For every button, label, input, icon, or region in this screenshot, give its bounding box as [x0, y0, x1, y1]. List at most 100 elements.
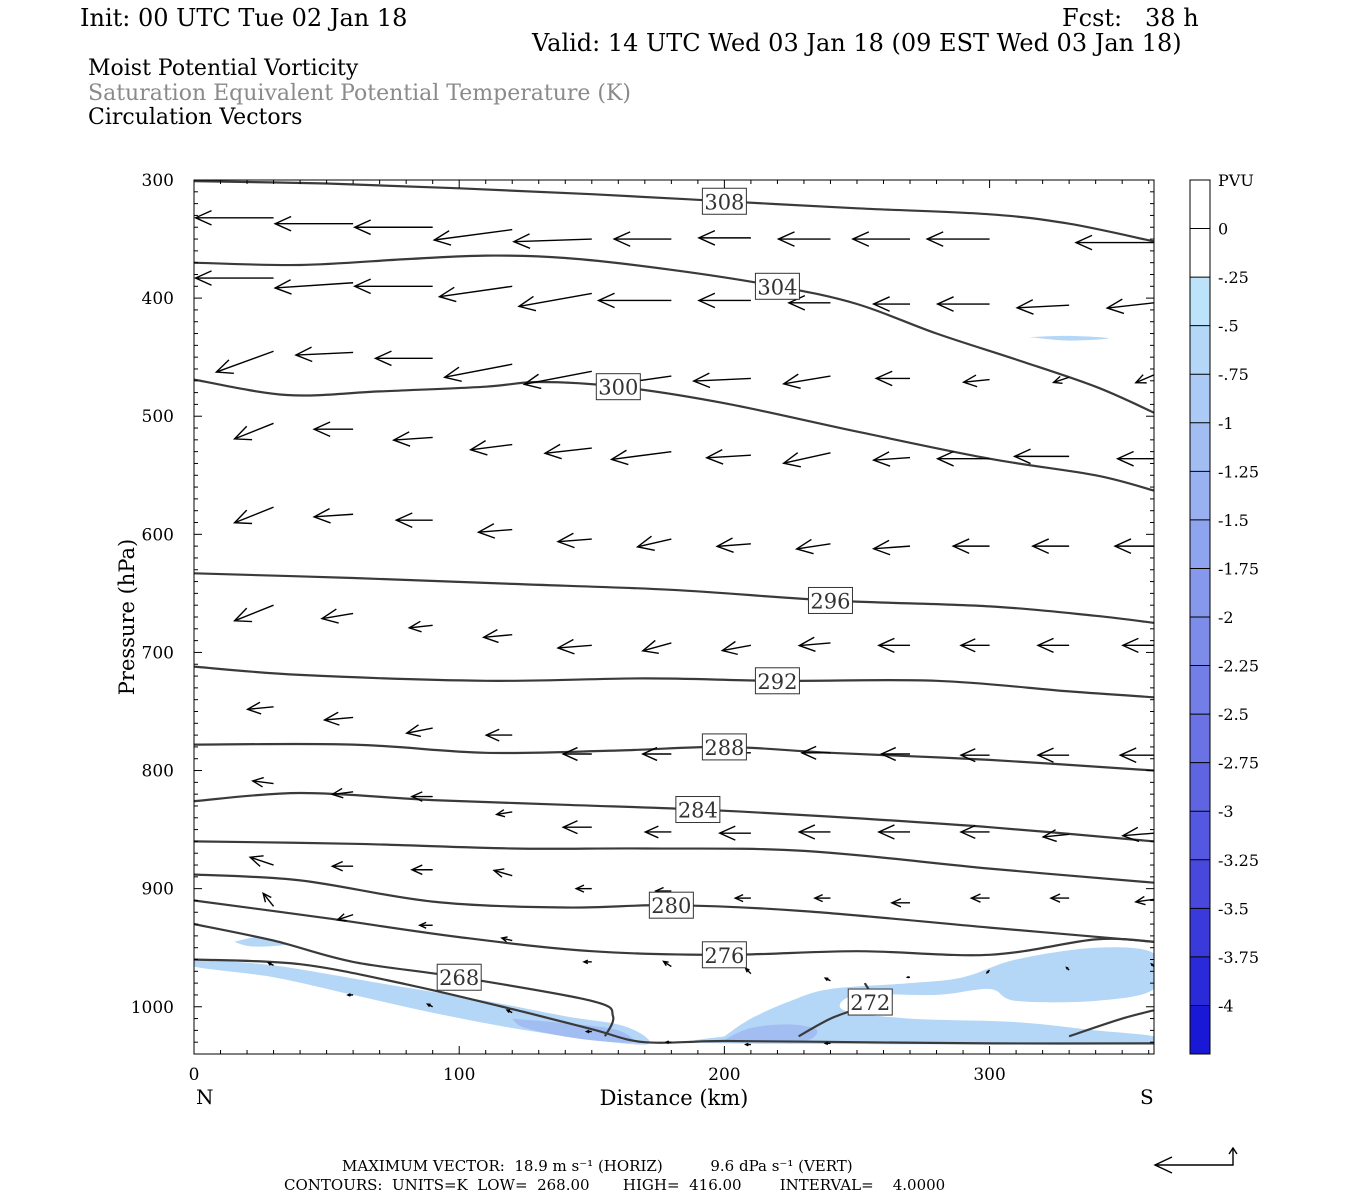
pv-region [692, 947, 1154, 1045]
circulation-vector [391, 431, 433, 447]
circulation-vector [476, 523, 513, 539]
circulation-vector [330, 787, 354, 799]
circulation-vector [582, 959, 592, 965]
circulation-vector [266, 962, 274, 967]
circulation-vector [720, 640, 752, 656]
colorbar-level-label: -3.5 [1218, 899, 1249, 918]
max-vector-horiz: 18.9 m s⁻¹ (HORIZ) [514, 1157, 663, 1175]
contour-label-text: 268 [439, 966, 479, 990]
circulation-vector [1134, 895, 1154, 906]
colorbar-level-label: -1 [1218, 414, 1234, 433]
circulation-vector [813, 893, 831, 903]
circulation-vector [522, 370, 592, 390]
circulation-vector [1121, 637, 1154, 654]
circulation-vector [407, 620, 433, 633]
y-tick-label: 1000 [131, 998, 174, 1018]
circulation-vector [877, 824, 911, 840]
circulation-vector [584, 1029, 592, 1034]
circulation-vector [251, 776, 274, 788]
circulation-vector [335, 913, 354, 922]
circulation-vector [797, 636, 831, 652]
circulation-vector [312, 421, 354, 438]
x-axis-title: Distance (km) [600, 1086, 749, 1110]
circulation-vector [794, 538, 831, 555]
circulation-vector [692, 372, 751, 389]
circulation-vector [214, 350, 274, 375]
colorbar-swatch [1190, 617, 1210, 666]
circulation-vector [481, 628, 513, 644]
contour-label-text: 292 [757, 670, 797, 694]
colorbar-level-label: -3.25 [1218, 851, 1259, 870]
circulation-vector [635, 535, 672, 551]
circulation-vector [1121, 826, 1154, 843]
circulation-vector [574, 884, 592, 893]
circulation-vector [951, 538, 990, 554]
circulation-vector [874, 370, 911, 387]
circulation-vector [718, 825, 751, 841]
circulation-vector [1105, 298, 1154, 315]
circulation-vector [517, 292, 592, 312]
circulation-vector [643, 825, 672, 839]
circulation-vector [662, 960, 672, 968]
title-theta-es: Saturation Equivalent Potential Temperat… [88, 81, 631, 106]
circulation-vector [961, 374, 990, 388]
y-tick-label: 300 [142, 171, 174, 191]
circulation-vector [1015, 299, 1070, 315]
colorbar-level-label: -.25 [1218, 268, 1249, 287]
circulation-vector [394, 512, 433, 528]
colorbar-swatch [1190, 277, 1210, 326]
circulation-vector [505, 1009, 513, 1014]
circulation-vector [1051, 375, 1070, 385]
circulation-vector [320, 608, 354, 624]
colorbar-level-label: -2.25 [1218, 657, 1259, 676]
circulation-vector [641, 746, 672, 762]
circulation-vector [1074, 234, 1154, 251]
contours-note: CONTOURS: UNITS=K LOW= 268.00 HIGH= 416.… [284, 1176, 946, 1194]
circulation-vector [905, 976, 911, 979]
circulation-vector [744, 967, 752, 975]
circulation-vector [232, 422, 274, 441]
circulation-vector [322, 711, 354, 726]
circulation-vector [561, 820, 592, 835]
circulation-vector [1049, 893, 1070, 903]
circulation-vector [245, 701, 274, 715]
circulation-vector [556, 532, 592, 549]
circulation-vector [664, 1040, 672, 1044]
y-axis: 300 400 500 600 700 800 900 1000 Pressure (hPa) [115, 171, 174, 1018]
circulation-vector [823, 977, 831, 982]
circulation-vector [985, 969, 991, 974]
circulation-vector [969, 893, 990, 903]
colorbar-swatch [1190, 859, 1210, 909]
colorbar-level-label: -1.25 [1218, 462, 1259, 481]
circulation-vector [248, 855, 274, 867]
contour-label: 288 [701, 733, 747, 761]
y-tick-label: 500 [142, 407, 174, 427]
circulation-vector [1036, 747, 1070, 763]
colorbar-swatch [1190, 325, 1210, 375]
circulation-vector [744, 1042, 751, 1047]
circulation-vector [352, 278, 433, 295]
y-tick-label: 800 [142, 762, 174, 782]
contour-label-text: 300 [598, 376, 638, 400]
colorbar-swatch [1190, 762, 1210, 812]
y-tick-label: 700 [142, 643, 174, 663]
circulation-vector [194, 270, 274, 286]
contour-label-text: 272 [850, 991, 890, 1015]
colorbar-level-label: -.75 [1218, 365, 1249, 384]
valid-time: Valid: 14 UTC Wed 03 Jan 18 (09 EST Wed … [532, 29, 1182, 57]
colorbar-level-label: -.5 [1218, 317, 1239, 336]
circulation-vector [561, 746, 592, 762]
colorbar-swatch [1190, 908, 1210, 957]
circulation-vector [959, 638, 990, 653]
contour-label-text: 288 [704, 736, 744, 760]
colorbar-swatch [1190, 374, 1210, 423]
circulation-vectors-layer [194, 209, 1154, 1047]
circulation-vector [417, 921, 433, 929]
contour-label: 300 [595, 373, 641, 401]
colorbar-level-label: -2.75 [1218, 754, 1259, 773]
colorbar-swatch [1190, 714, 1210, 763]
contour-labels-layer: 308 304 300 296 292 288 284 280 276 268 272 [436, 187, 893, 1016]
circulation-vector [959, 748, 990, 763]
circulation-vector [1041, 829, 1070, 843]
